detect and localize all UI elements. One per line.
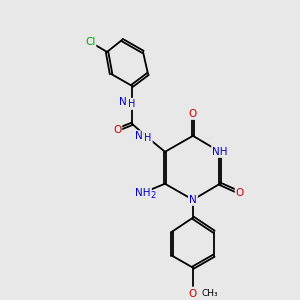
Text: H: H xyxy=(128,99,136,109)
Text: H: H xyxy=(144,133,152,143)
Text: Cl: Cl xyxy=(85,37,95,47)
Text: CH₃: CH₃ xyxy=(202,289,219,298)
Text: O: O xyxy=(189,109,197,119)
Text: O: O xyxy=(189,289,197,298)
Text: N: N xyxy=(135,131,143,141)
Text: NH: NH xyxy=(135,188,151,198)
Text: O: O xyxy=(236,188,244,198)
Text: 2: 2 xyxy=(150,191,155,200)
Text: O: O xyxy=(113,125,121,135)
Text: N: N xyxy=(119,97,127,107)
Text: NH: NH xyxy=(212,147,228,157)
Text: N: N xyxy=(189,195,197,205)
